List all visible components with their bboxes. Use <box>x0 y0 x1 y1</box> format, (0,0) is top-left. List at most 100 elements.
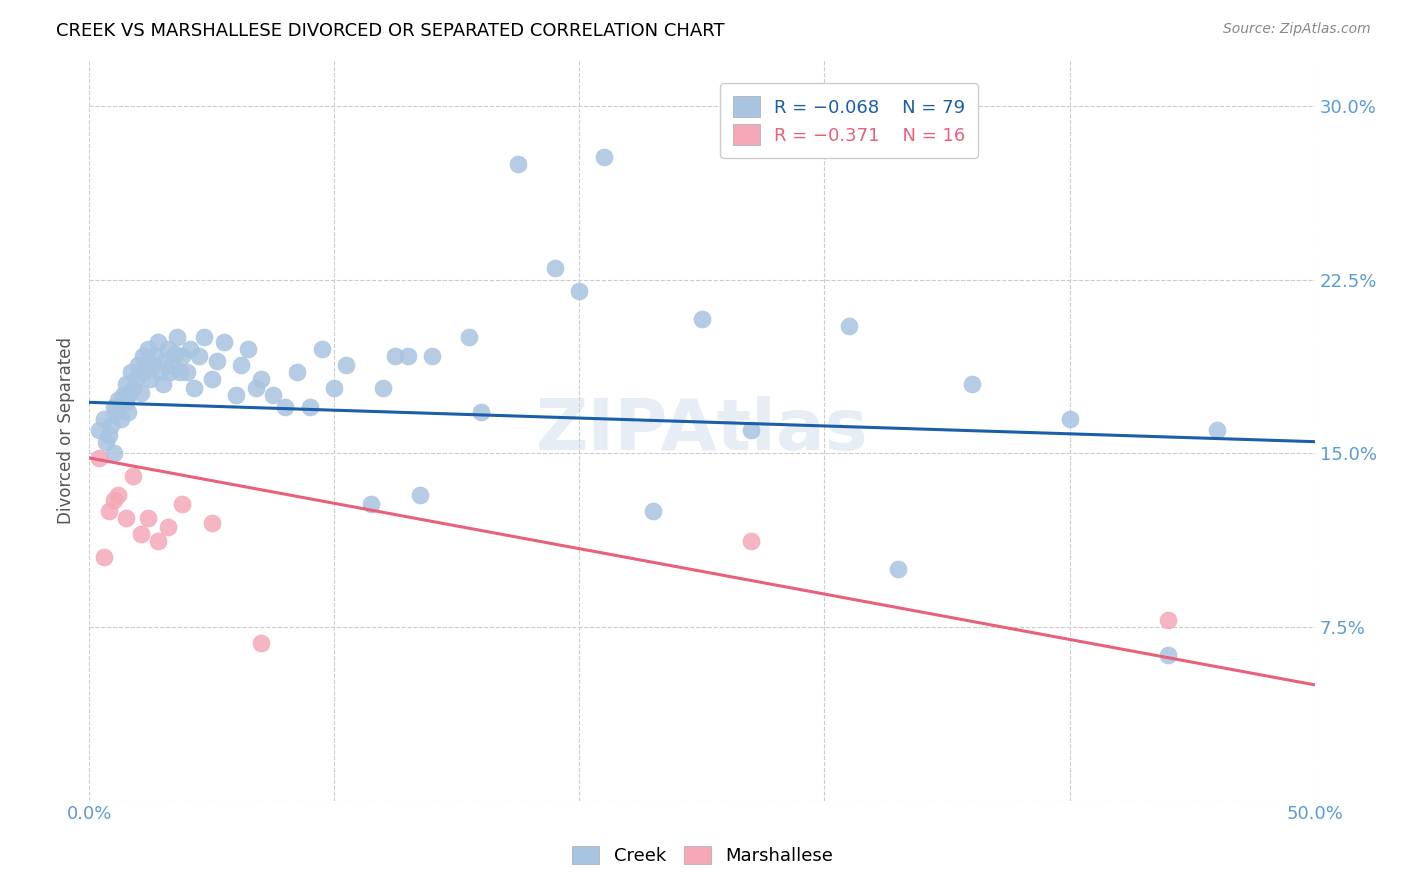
Point <box>287 365 309 379</box>
Point <box>249 372 271 386</box>
Point <box>225 388 247 402</box>
Point <box>384 349 406 363</box>
Point <box>212 335 235 350</box>
Point <box>146 534 169 549</box>
Point <box>136 342 159 356</box>
Point <box>87 450 110 465</box>
Point <box>298 400 321 414</box>
Point <box>311 342 333 356</box>
Point <box>335 358 357 372</box>
Point <box>93 411 115 425</box>
Point <box>97 427 120 442</box>
Point <box>568 284 591 298</box>
Point <box>117 388 139 402</box>
Point <box>87 423 110 437</box>
Point <box>409 488 432 502</box>
Point <box>103 400 125 414</box>
Point <box>262 388 284 402</box>
Point <box>205 353 228 368</box>
Point <box>245 381 267 395</box>
Point <box>506 157 529 171</box>
Point <box>115 511 138 525</box>
Point <box>112 388 135 402</box>
Point <box>229 358 252 372</box>
Point <box>103 492 125 507</box>
Point <box>323 381 346 395</box>
Point <box>142 358 165 372</box>
Point <box>1059 411 1081 425</box>
Point <box>887 562 910 576</box>
Point <box>134 358 156 372</box>
Point <box>156 342 179 356</box>
Point <box>592 150 614 164</box>
Point <box>124 372 146 386</box>
Point <box>163 347 186 361</box>
Point <box>740 534 762 549</box>
Point <box>129 527 152 541</box>
Point <box>162 358 184 372</box>
Point <box>146 335 169 350</box>
Legend: R = −0.068    N = 79, R = −0.371    N = 16: R = −0.068 N = 79, R = −0.371 N = 16 <box>720 84 979 158</box>
Point <box>420 349 443 363</box>
Point <box>172 349 194 363</box>
Point <box>120 365 142 379</box>
Point <box>152 376 174 391</box>
Point <box>960 376 983 391</box>
Point <box>117 404 139 418</box>
Point <box>93 550 115 565</box>
Point <box>100 418 122 433</box>
Point <box>132 349 155 363</box>
Point <box>188 349 211 363</box>
Point <box>690 312 713 326</box>
Point <box>129 386 152 401</box>
Point <box>105 404 128 418</box>
Point <box>201 372 224 386</box>
Point <box>1205 423 1227 437</box>
Point <box>201 516 224 530</box>
Point <box>172 497 194 511</box>
Point <box>143 349 166 363</box>
Point <box>169 365 191 379</box>
Y-axis label: Divorced or Separated: Divorced or Separated <box>58 336 75 524</box>
Point <box>373 381 395 395</box>
Point <box>1156 613 1178 627</box>
Text: CREEK VS MARSHALLESE DIVORCED OR SEPARATED CORRELATION CHART: CREEK VS MARSHALLESE DIVORCED OR SEPARAT… <box>56 22 725 40</box>
Point <box>470 404 492 418</box>
Point <box>179 342 201 356</box>
Point <box>127 358 149 372</box>
Point <box>159 365 181 379</box>
Legend: Creek, Marshallese: Creek, Marshallese <box>564 837 842 874</box>
Point <box>176 365 198 379</box>
Point <box>238 342 260 356</box>
Point <box>249 636 271 650</box>
Point <box>149 365 172 379</box>
Text: ZIPAtlas: ZIPAtlas <box>536 396 868 465</box>
Point <box>544 260 567 275</box>
Point <box>122 381 145 395</box>
Point <box>139 372 162 386</box>
Point <box>122 469 145 483</box>
Point <box>136 511 159 525</box>
Point <box>396 349 419 363</box>
Point <box>107 488 129 502</box>
Point <box>115 395 138 409</box>
Point <box>183 381 205 395</box>
Point <box>132 365 155 379</box>
Point <box>156 520 179 534</box>
Point <box>166 330 188 344</box>
Point <box>838 318 860 333</box>
Point <box>1156 648 1178 662</box>
Text: Source: ZipAtlas.com: Source: ZipAtlas.com <box>1223 22 1371 37</box>
Point <box>193 330 215 344</box>
Point <box>641 504 664 518</box>
Point <box>115 376 138 391</box>
Point <box>458 330 481 344</box>
Point <box>153 353 176 368</box>
Point <box>360 497 382 511</box>
Point <box>274 400 297 414</box>
Point <box>110 411 132 425</box>
Point <box>97 504 120 518</box>
Point <box>740 423 762 437</box>
Point <box>103 446 125 460</box>
Point <box>107 392 129 407</box>
